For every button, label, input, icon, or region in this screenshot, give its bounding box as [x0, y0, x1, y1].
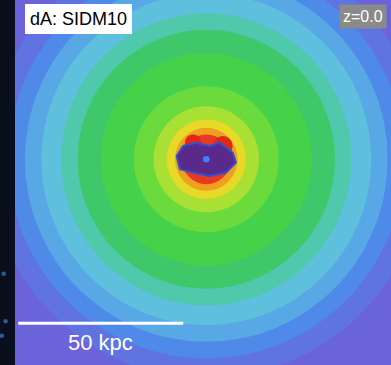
svg-text:dA: SIDM10: dA: SIDM10 — [30, 9, 127, 29]
svg-text:z=0.0: z=0.0 — [343, 8, 383, 25]
svg-text:50 kpc: 50 kpc — [68, 330, 133, 355]
